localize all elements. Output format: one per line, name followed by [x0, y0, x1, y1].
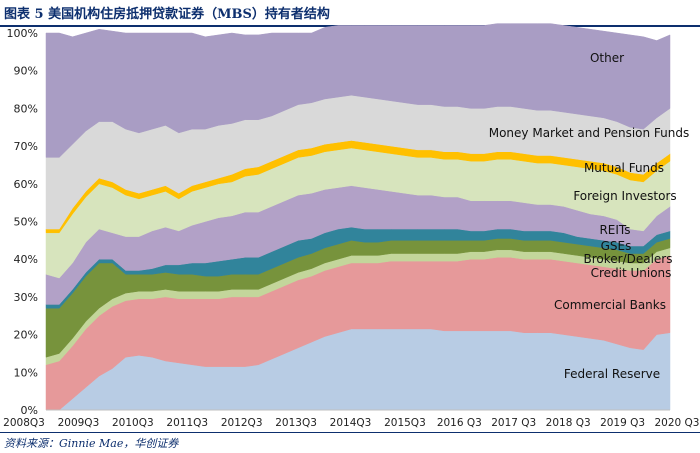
- x-tick-label: 2009Q3: [58, 417, 100, 429]
- x-tick-label: 2012Q3: [221, 417, 263, 429]
- source-divider: [0, 432, 700, 433]
- x-tick-label: 2008Q3: [3, 417, 45, 429]
- annotation-other: Other: [590, 51, 624, 65]
- series-annotations: Other Money Market and Pension Funds Mutua…: [489, 51, 690, 381]
- annotation-broker-dealers: Broker/Dealers: [583, 252, 672, 266]
- x-tick-label: 2015Q3: [384, 417, 426, 429]
- x-tick-label: 2010Q3: [112, 417, 154, 429]
- y-tick-label: 50%: [14, 216, 38, 229]
- x-tick-label: 2018 Q3: [546, 417, 591, 429]
- annotation-money-market-and-pension-funds: Money Market and Pension Funds: [489, 126, 690, 140]
- y-tick-label: 20%: [14, 329, 38, 342]
- annotation-gses: GSEs: [601, 239, 632, 253]
- annotation-mutual-funds: Mutual Funds: [584, 161, 664, 175]
- annotation-commercial-banks: Commercial Banks: [554, 298, 666, 312]
- y-tick-label: 60%: [14, 178, 38, 191]
- annotation-federal-reserve: Federal Reserve: [564, 367, 660, 381]
- annotation-foreign-investors: Foreign Investors: [573, 189, 676, 203]
- area-series-group: [45, 23, 671, 411]
- area-other: [45, 23, 671, 158]
- y-tick-label: 90%: [14, 65, 38, 78]
- x-tick-label: 2014Q3: [330, 417, 372, 429]
- y-tick-label: 0%: [21, 404, 38, 417]
- source-note: 资料来源：Ginnie Mae，华创证券: [4, 437, 179, 450]
- y-tick-label: 80%: [14, 102, 38, 115]
- y-tick-label: 10%: [14, 366, 38, 379]
- x-tick-label: 2019 Q3: [600, 417, 645, 429]
- annotation-reits: REITs: [599, 223, 630, 237]
- x-tick-label: 2013Q3: [275, 417, 317, 429]
- x-tick-label: 2011Q3: [166, 417, 208, 429]
- x-tick-label: 2020 Q3: [654, 417, 699, 429]
- figure-title: 图表 5 美国机构住房抵押贷款证券（MBS）持有者结构: [4, 7, 330, 22]
- x-tick-label: 2017 Q3: [491, 417, 536, 429]
- y-tick-label: 40%: [14, 253, 38, 266]
- x-tick-label: 2016 Q3: [437, 417, 482, 429]
- annotation-credit-unions: Credit Unions: [591, 266, 672, 280]
- y-axis: 0% 10% 20% 30% 40% 50% 60% 70% 80% 90% 100%: [7, 27, 38, 417]
- x-axis: 2008Q3 2009Q3 2010Q3 2011Q3 2012Q3 2013Q3 2014…: [3, 409, 700, 429]
- y-tick-label: 100%: [7, 27, 38, 40]
- y-tick-label: 30%: [14, 291, 38, 304]
- y-tick-label: 70%: [14, 140, 38, 153]
